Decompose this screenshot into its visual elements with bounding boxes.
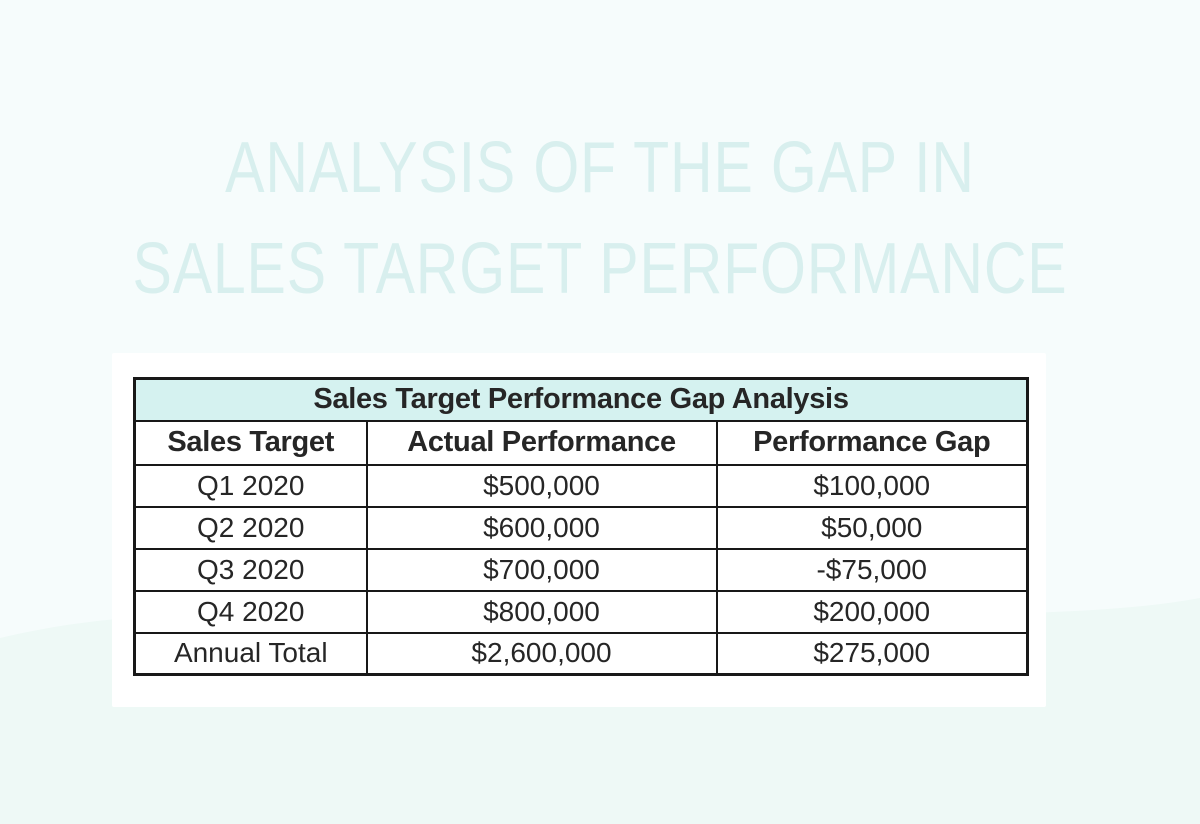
cell-performance-gap: $100,000 (715, 463, 1029, 508)
cell-actual-performance: $500,000 (365, 463, 718, 508)
table-card: Sales Target Performance Gap Analysis Sa… (112, 353, 1046, 707)
column-header-performance-gap: Performance Gap (715, 419, 1029, 466)
table-title: Sales Target Performance Gap Analysis (133, 377, 1029, 422)
cell-sales-target: Q4 2020 (133, 589, 368, 634)
table-row-q4-2020: Q4 2020 $800,000 $200,000 (133, 589, 1029, 634)
watermark-title-line2: SALES TARGET PERFORMANCE (132, 229, 1068, 309)
cell-actual-performance: $700,000 (365, 547, 718, 592)
cell-actual-performance: $800,000 (365, 589, 718, 634)
cell-sales-target: Q1 2020 (133, 463, 368, 508)
cell-sales-target: Q3 2020 (133, 547, 368, 592)
cell-performance-gap: -$75,000 (715, 547, 1029, 592)
watermark-title-line1: ANALYSIS OF THE GAP IN (225, 128, 975, 208)
table-row-q2-2020: Q2 2020 $600,000 $50,000 (133, 505, 1029, 550)
gap-analysis-table: Sales Target Performance Gap Analysis Sa… (133, 377, 1029, 676)
cell-performance-gap: $275,000 (715, 631, 1029, 676)
cell-performance-gap: $50,000 (715, 505, 1029, 550)
table-row-annual-total: Annual Total $2,600,000 $275,000 (133, 631, 1029, 676)
cell-actual-performance: $2,600,000 (365, 631, 718, 676)
cell-sales-target: Q2 2020 (133, 505, 368, 550)
watermark-title: ANALYSIS OF THE GAP IN SALES TARGET PERF… (0, 118, 1200, 320)
column-header-sales-target: Sales Target (133, 419, 368, 466)
table-row-q1-2020: Q1 2020 $500,000 $100,000 (133, 463, 1029, 508)
column-header-actual-performance: Actual Performance (365, 419, 718, 466)
table-row-q3-2020: Q3 2020 $700,000 -$75,000 (133, 547, 1029, 592)
cell-sales-target: Annual Total (133, 631, 368, 676)
table-header-row: Sales Target Actual Performance Performa… (133, 419, 1029, 466)
cell-actual-performance: $600,000 (365, 505, 718, 550)
cell-performance-gap: $200,000 (715, 589, 1029, 634)
table-title-row: Sales Target Performance Gap Analysis (133, 377, 1029, 422)
